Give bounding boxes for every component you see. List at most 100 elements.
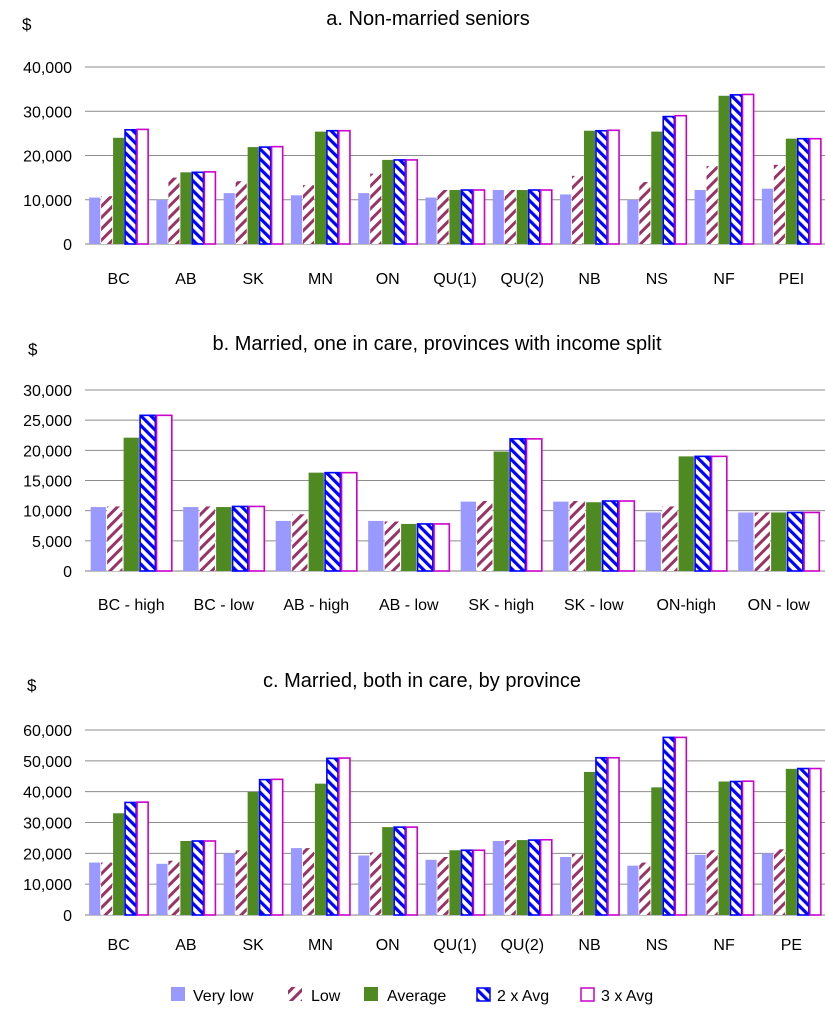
bar-low bbox=[199, 506, 215, 571]
panel-b-y-axis: 0 5,000 10,000 15,000 20,000 25,000 30,000 bbox=[23, 383, 72, 581]
panel-a-x-axis: BC AB SK MN ON QU(1) QU(2) NB NS NF PEI bbox=[108, 271, 805, 288]
bar-average bbox=[308, 472, 324, 571]
bar-average bbox=[449, 850, 461, 915]
x-category-label: ON bbox=[376, 271, 400, 288]
panel-c-bars bbox=[89, 736, 822, 916]
bar-2x-avg bbox=[509, 438, 527, 572]
x-category-label: NS bbox=[646, 937, 668, 954]
bar-average bbox=[583, 771, 596, 915]
bar-3x-avg bbox=[741, 780, 755, 916]
bar-2x-avg bbox=[527, 839, 541, 916]
panel-b-bars bbox=[90, 414, 821, 572]
bar-2x-avg bbox=[393, 159, 407, 245]
y-tick-label: 25,000 bbox=[23, 413, 72, 430]
x-category-label: BC bbox=[108, 271, 130, 288]
bar-low bbox=[639, 182, 651, 244]
bar-low bbox=[107, 506, 123, 571]
bar-2x-avg bbox=[324, 471, 342, 572]
bar-average bbox=[180, 841, 192, 915]
bar-3x-avg bbox=[433, 523, 451, 572]
bar-low bbox=[101, 196, 113, 244]
bar-average bbox=[583, 130, 596, 244]
bar-average bbox=[247, 791, 259, 915]
legend-label-low: Low bbox=[311, 988, 341, 1005]
y-tick-label: 0 bbox=[63, 908, 72, 925]
bar-very-low bbox=[553, 501, 569, 571]
bar-3x-avg bbox=[472, 849, 486, 916]
x-category-label: BC bbox=[108, 937, 130, 954]
panel-c-y-axis: 0 10,000 20,000 30,000 40,000 50,000 60,000 bbox=[23, 723, 72, 925]
bar-very-low bbox=[156, 199, 168, 244]
y-tick-label: 30,000 bbox=[23, 383, 72, 400]
bar-2x-avg bbox=[527, 189, 541, 245]
bar-low bbox=[572, 175, 584, 244]
bar-average bbox=[123, 437, 139, 571]
bar-average bbox=[785, 138, 797, 244]
bar-2x-avg bbox=[191, 840, 205, 916]
y-tick-label: 60,000 bbox=[23, 723, 72, 740]
bar-low bbox=[168, 177, 180, 244]
bar-3x-avg bbox=[203, 171, 217, 245]
bar-3x-avg bbox=[618, 500, 636, 572]
bar-2x-avg bbox=[326, 757, 339, 916]
bar-average bbox=[113, 813, 125, 915]
bar-average bbox=[314, 131, 327, 244]
bar-very-low bbox=[425, 197, 437, 244]
bar-low bbox=[773, 164, 785, 244]
bar-low bbox=[370, 852, 382, 915]
y-tick-label: 0 bbox=[63, 237, 72, 254]
bar-low bbox=[773, 849, 785, 915]
bar-average bbox=[678, 456, 694, 571]
x-category-label: SK bbox=[243, 937, 265, 954]
bar-2x-avg bbox=[393, 826, 407, 916]
bar-average bbox=[449, 190, 461, 244]
bar-average bbox=[180, 172, 192, 244]
bar-average bbox=[401, 523, 417, 571]
y-tick-label: 10,000 bbox=[23, 193, 72, 210]
x-category-label: NB bbox=[578, 937, 600, 954]
legend-swatch-2x-avg bbox=[476, 987, 491, 1002]
legend-label-very-low: Very low bbox=[193, 988, 254, 1005]
legend-swatch-very-low bbox=[171, 987, 185, 1001]
bar-low bbox=[370, 173, 382, 244]
x-category-label: SK bbox=[243, 271, 265, 288]
bar-average bbox=[718, 781, 730, 915]
bar-3x-avg bbox=[803, 511, 821, 572]
x-category-label: QU(2) bbox=[500, 937, 544, 954]
bar-very-low bbox=[358, 855, 370, 915]
bar-3x-avg bbox=[136, 801, 149, 916]
bar-very-low bbox=[183, 507, 199, 571]
x-category-label: ON bbox=[376, 937, 400, 954]
bar-average bbox=[651, 131, 663, 244]
y-tick-label: 50,000 bbox=[23, 754, 72, 771]
bar-very-low bbox=[90, 507, 106, 571]
panel-b: b. Married, one in care, provinces with … bbox=[23, 333, 825, 614]
bar-2x-avg bbox=[326, 129, 339, 245]
bar-average bbox=[247, 147, 259, 244]
x-category-label: AB - low bbox=[379, 597, 439, 614]
bar-very-low bbox=[290, 195, 303, 244]
bar-3x-avg bbox=[338, 757, 351, 916]
y-tick-label: 40,000 bbox=[23, 785, 72, 802]
bar-very-low bbox=[761, 853, 773, 915]
bar-average bbox=[785, 768, 797, 915]
bar-2x-avg bbox=[786, 511, 804, 572]
bar-2x-avg bbox=[694, 455, 712, 572]
bar-low bbox=[302, 848, 315, 915]
bar-3x-avg bbox=[539, 189, 553, 245]
bar-low bbox=[384, 521, 400, 571]
legend-swatch-low bbox=[288, 987, 302, 1001]
bar-low bbox=[235, 181, 247, 244]
bar-average bbox=[113, 137, 125, 244]
bar-very-low bbox=[560, 194, 572, 244]
bar-very-low bbox=[645, 512, 661, 571]
bar-very-low bbox=[627, 199, 639, 244]
bar-very-low bbox=[275, 520, 291, 571]
bar-low bbox=[477, 501, 493, 571]
x-category-label: PEI bbox=[778, 271, 804, 288]
bar-2x-avg bbox=[460, 189, 474, 245]
x-category-label: AB bbox=[175, 271, 196, 288]
x-category-label: AB - high bbox=[283, 597, 349, 614]
bar-very-low bbox=[627, 865, 639, 915]
legend-item-average: Average bbox=[364, 987, 446, 1005]
